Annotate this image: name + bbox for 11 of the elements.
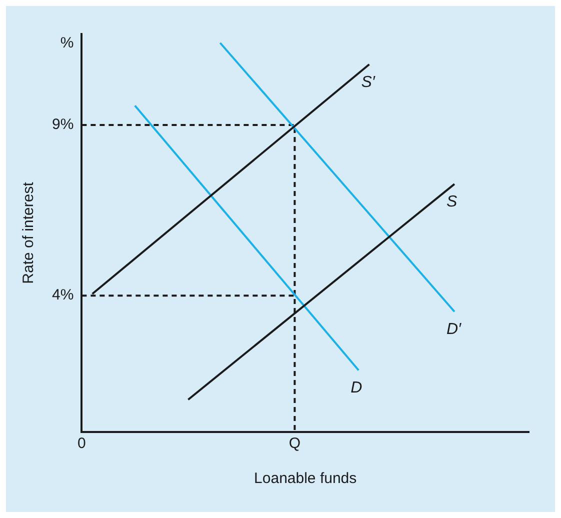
y-tick-label: %	[60, 34, 74, 52]
x-axis-title: Loanable funds	[254, 470, 357, 488]
y-tick-label: 4%	[52, 286, 74, 304]
series-label: D′	[446, 321, 462, 338]
x-tick-label: Q	[288, 435, 301, 452]
series-label: D	[350, 380, 363, 397]
series-label: S′	[361, 74, 376, 91]
x-tick-label: 0	[78, 435, 86, 452]
y-tick-label: 9%	[52, 116, 74, 134]
y-axis-title: Rate of interest	[20, 181, 38, 284]
series-label: S	[446, 194, 458, 211]
